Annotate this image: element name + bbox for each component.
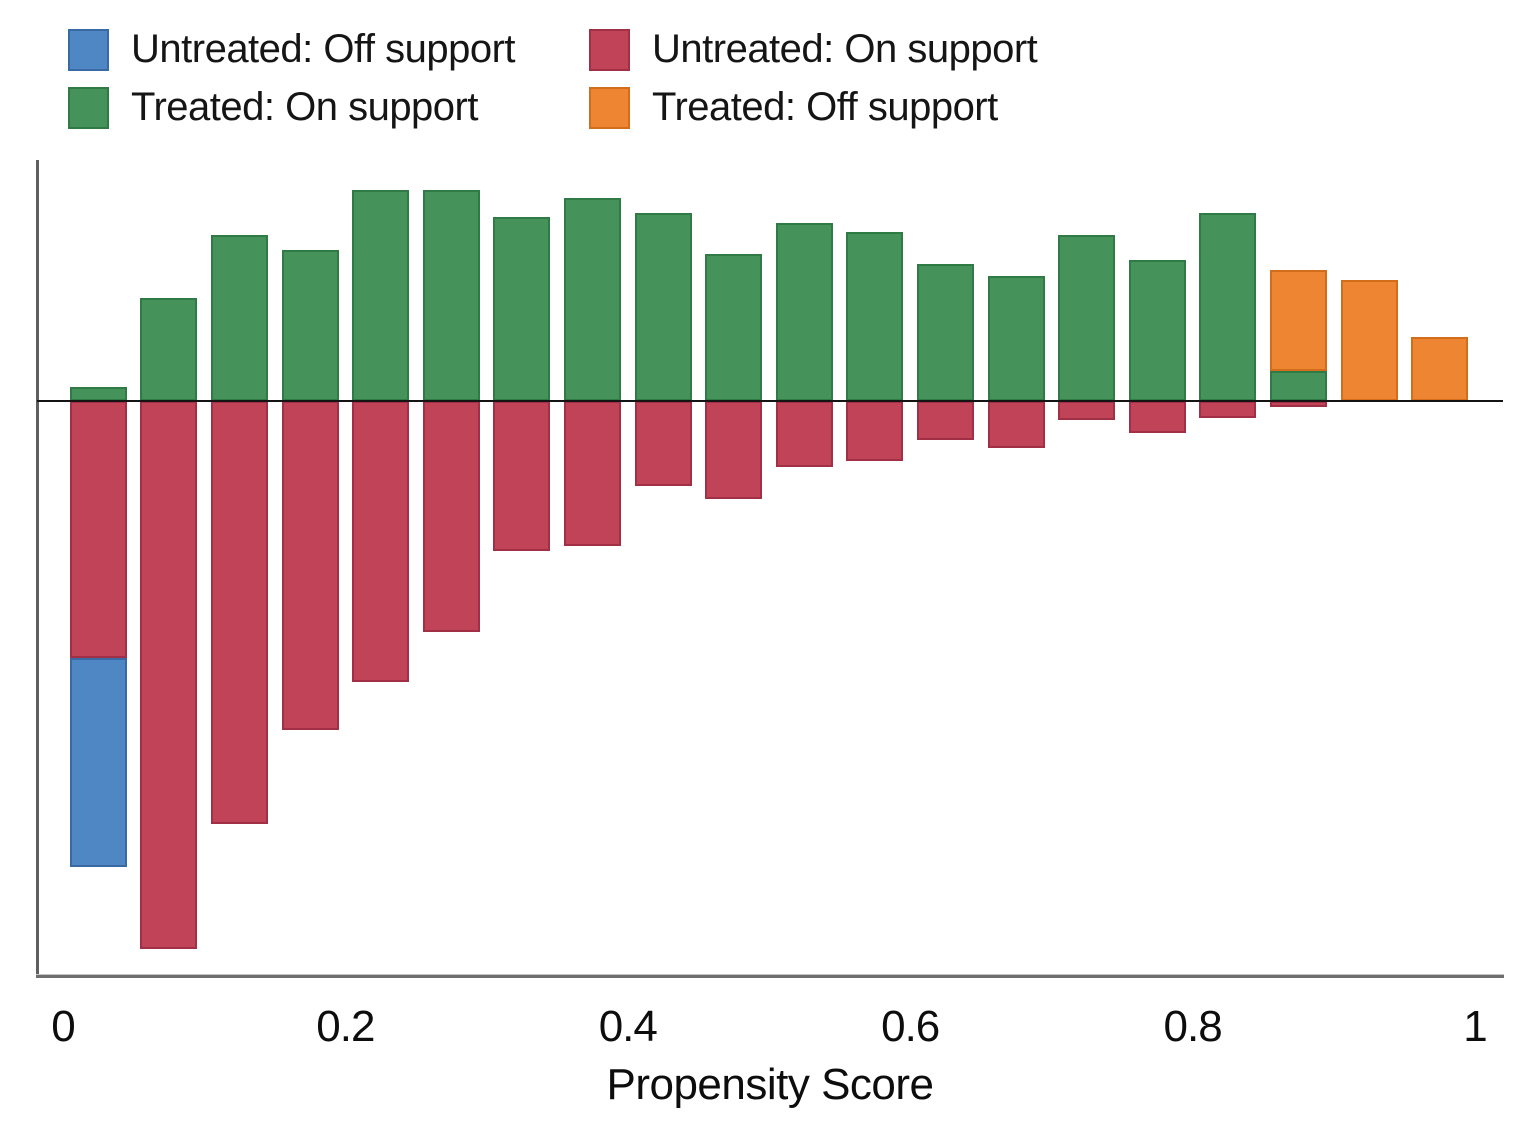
bar-0.775-treated-on-support <box>1129 260 1186 401</box>
y-axis-spine <box>36 160 39 976</box>
bar-0.925-treated-off-support <box>1341 280 1398 401</box>
bar-0.625-treated-on-support <box>917 264 974 401</box>
bar-0.775-untreated-on-support <box>1129 401 1186 433</box>
bar-0.325-untreated-on-support <box>493 401 550 551</box>
bar-0.675-treated-on-support <box>988 276 1045 401</box>
bar-0.875-untreated-on-support <box>1270 401 1327 407</box>
bar-0.125-untreated-on-support <box>211 401 268 824</box>
bar-0.675-untreated-on-support <box>988 401 1045 448</box>
legend-label-treated-off-support: Treated: Off support <box>652 85 998 129</box>
bar-0.975-treated-off-support <box>1411 337 1468 401</box>
x-tick-label-0.8: 0.8 <box>1163 1002 1223 1051</box>
bar-0.725-treated-on-support <box>1058 235 1115 401</box>
legend-item-untreated-off-support: Untreated: Off support <box>68 27 516 72</box>
bar-0.525-treated-on-support <box>776 223 833 401</box>
bar-0.125-treated-on-support <box>211 235 268 401</box>
legend-item-untreated-on-support: Untreated: On support <box>589 27 1038 72</box>
bar-0.825-untreated-on-support <box>1199 401 1256 418</box>
bar-0.375-treated-on-support <box>564 198 621 401</box>
x-axis-spine <box>36 974 1504 978</box>
bar-0.625-untreated-on-support <box>917 401 974 440</box>
bar-0.225-untreated-on-support <box>352 401 409 682</box>
bar-0.075-treated-on-support <box>140 298 197 401</box>
bar-0.525-untreated-on-support <box>776 401 833 467</box>
bar-0.475-treated-on-support <box>705 254 762 401</box>
bar-0.025-treated-on-support <box>70 387 127 401</box>
bar-0.375-untreated-on-support <box>564 401 621 546</box>
treated-off-support-swatch <box>589 86 630 129</box>
legend-label-treated-on-support: Treated: On support <box>131 85 478 129</box>
legend-item-treated-on-support: Treated: On support <box>68 85 478 130</box>
bar-0.275-treated-on-support <box>423 190 480 401</box>
x-tick-label-0: 0 <box>51 1002 76 1051</box>
bar-0.325-treated-on-support <box>493 217 550 401</box>
x-tick-label-0.4: 0.4 <box>598 1002 658 1051</box>
legend-item-treated-off-support: Treated: Off support <box>589 85 998 130</box>
x-axis-title: Propensity Score <box>606 1060 934 1109</box>
bar-0.875-treated-off-support <box>1270 270 1327 371</box>
bar-0.475-untreated-on-support <box>705 401 762 499</box>
x-tick-label-0.6: 0.6 <box>881 1002 940 1051</box>
bar-0.275-untreated-on-support <box>423 401 480 632</box>
bar-0.575-treated-on-support <box>846 232 903 401</box>
x-tick-label-0.2: 0.2 <box>316 1002 375 1051</box>
bar-0.575-untreated-on-support <box>846 401 903 461</box>
bar-0.425-treated-on-support <box>635 213 692 401</box>
bar-0.025-untreated-on-support <box>70 401 127 658</box>
bar-0.425-untreated-on-support <box>635 401 692 486</box>
bar-0.175-untreated-on-support <box>282 401 339 730</box>
untreated-on-support-swatch <box>589 28 630 71</box>
untreated-off-support-swatch <box>68 28 109 71</box>
treated-on-support-swatch <box>68 86 109 129</box>
zero-baseline <box>37 400 1503 402</box>
bar-0.225-treated-on-support <box>352 190 409 401</box>
bar-0.175-treated-on-support <box>282 250 339 401</box>
bar-0.825-treated-on-support <box>1199 213 1256 401</box>
bar-0.025-untreated-off-support <box>70 658 127 867</box>
bar-0.725-untreated-on-support <box>1058 401 1115 420</box>
bar-0.075-untreated-on-support <box>140 401 197 949</box>
legend-label-untreated-off-support: Untreated: Off support <box>131 27 516 71</box>
legend-label-untreated-on-support: Untreated: On support <box>652 27 1038 71</box>
x-tick-label-1: 1 <box>1463 1002 1488 1051</box>
bar-0.875-treated-on-support <box>1270 371 1327 401</box>
